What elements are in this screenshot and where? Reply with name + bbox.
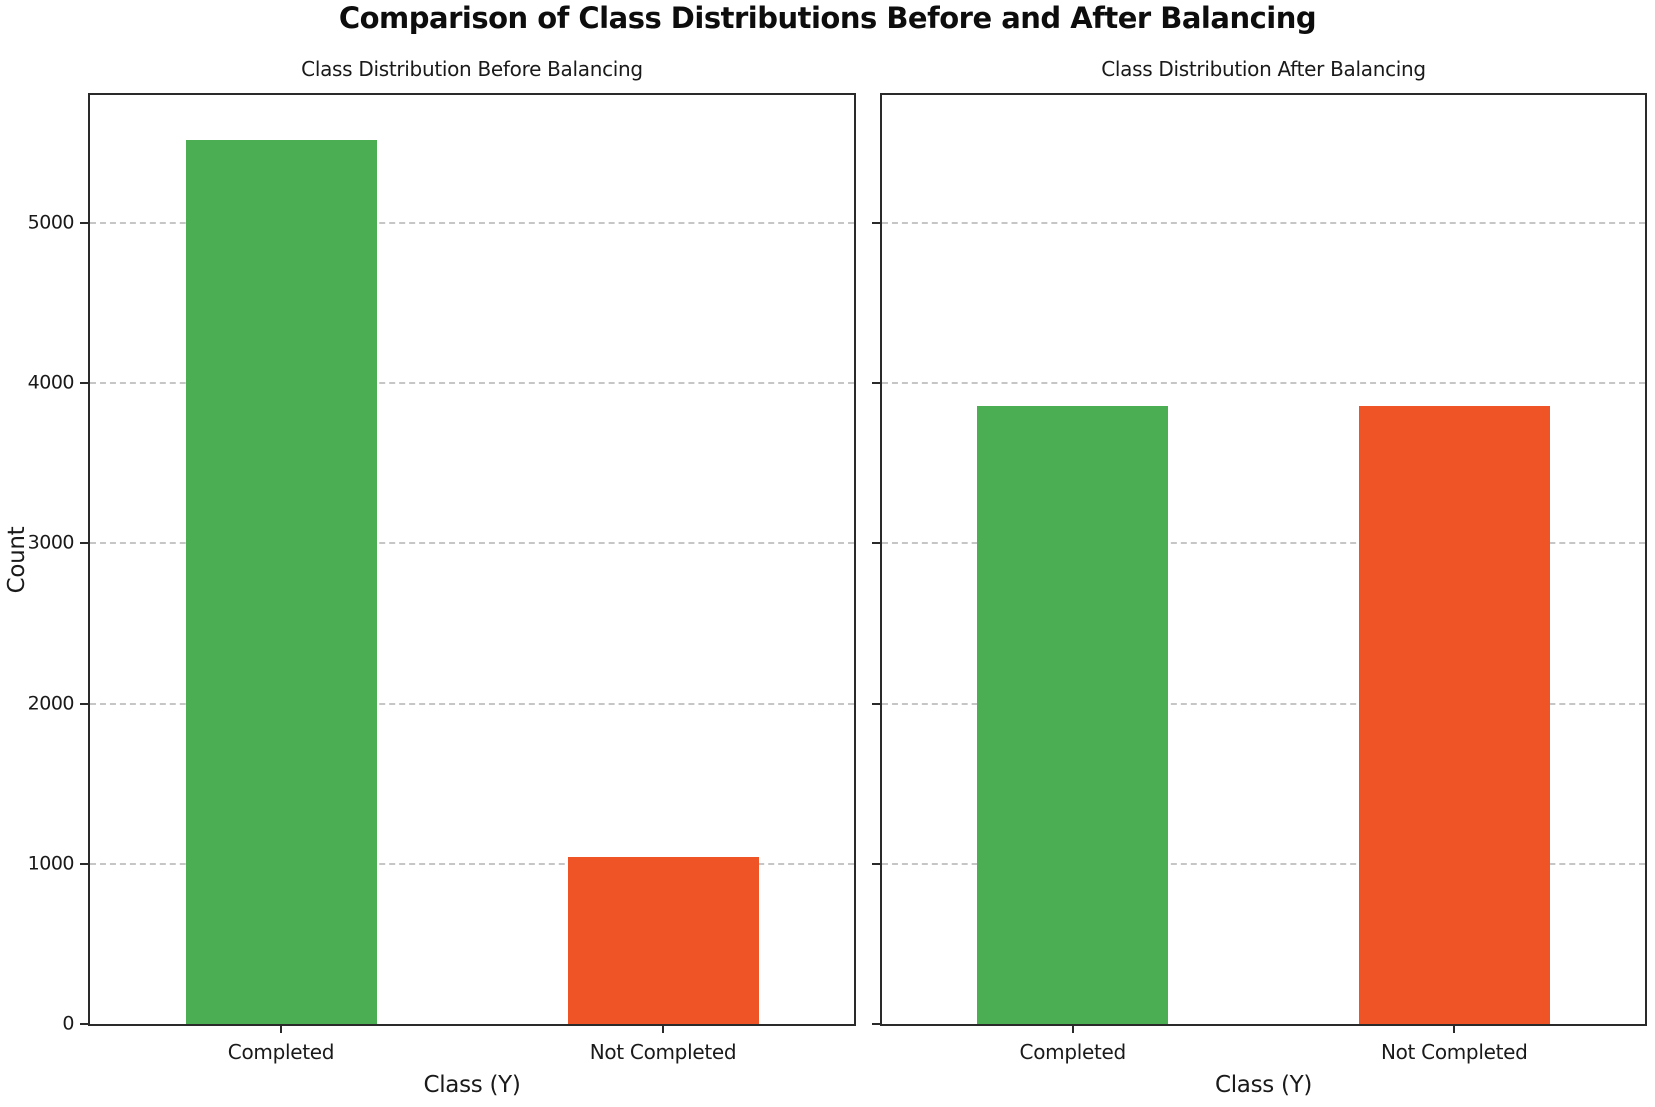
plot-title-before: Class Distribution Before Balancing <box>301 57 643 81</box>
gridline-2000 <box>882 702 1645 705</box>
y-tick-mark-4000 <box>80 382 90 385</box>
bar-not-completed <box>567 857 759 1024</box>
axes-after-balancing: Class Distribution After Balancing Class… <box>872 57 1647 1098</box>
y-tick-label-0: 0 <box>62 1012 74 1035</box>
x-tick-mark-not-completed <box>1453 1024 1456 1033</box>
y-tick-mark-3000 <box>80 542 90 545</box>
x-tick-mark-completed <box>280 1024 282 1033</box>
bar-completed <box>977 405 1169 1024</box>
gridline-4000 <box>882 382 1645 385</box>
y-tick-label-4000: 4000 <box>27 371 75 394</box>
y-tick-label-5000: 5000 <box>27 211 75 234</box>
bar-not-completed <box>1358 405 1550 1024</box>
plot-title-after: Class Distribution After Balancing <box>1101 57 1426 81</box>
gridline-2000 <box>90 702 854 705</box>
gridline-3000 <box>882 542 1645 545</box>
y-tick-mark-0 <box>872 1023 882 1025</box>
x-tick-mark-completed <box>1071 1024 1074 1033</box>
x-tick-label-completed: Completed <box>1019 1040 1127 1064</box>
axes-before-balancing: Class Distribution Before Balancing Clas… <box>28 57 856 1098</box>
y-tick-label-3000: 3000 <box>27 531 75 554</box>
gridline-5000 <box>882 222 1645 225</box>
bar-completed <box>185 139 377 1024</box>
y-axis-label: Count <box>4 526 30 594</box>
figure-title: Comparison of Class Distributions Before… <box>338 1 1317 35</box>
y-tick-mark-5000 <box>80 222 90 225</box>
gridline-4000 <box>90 382 854 385</box>
y-tick-mark-1000 <box>80 862 90 865</box>
y-tick-mark-4000 <box>872 382 882 385</box>
x-tick-label-not-completed: Not Completed <box>589 1040 737 1064</box>
y-tick-label-1000: 1000 <box>27 852 75 875</box>
gridline-1000 <box>90 862 854 865</box>
gridline-1000 <box>882 862 1645 865</box>
x-tick-mark-not-completed <box>662 1024 664 1033</box>
gridline-5000 <box>90 222 854 225</box>
x-axis-label-after: Class (Y) <box>1214 1072 1313 1098</box>
y-tick-mark-2000 <box>872 702 882 705</box>
y-tick-mark-0 <box>80 1023 90 1025</box>
x-axis-label-before: Class (Y) <box>423 1072 521 1098</box>
y-tick-mark-1000 <box>872 862 882 865</box>
x-tick-label-completed: Completed <box>227 1040 335 1064</box>
gridline-3000 <box>90 542 854 545</box>
y-tick-mark-2000 <box>80 702 90 705</box>
y-tick-label-2000: 2000 <box>27 692 75 715</box>
y-tick-mark-3000 <box>872 542 882 545</box>
x-tick-label-not-completed: Not Completed <box>1380 1040 1528 1064</box>
y-tick-mark-5000 <box>872 222 882 225</box>
